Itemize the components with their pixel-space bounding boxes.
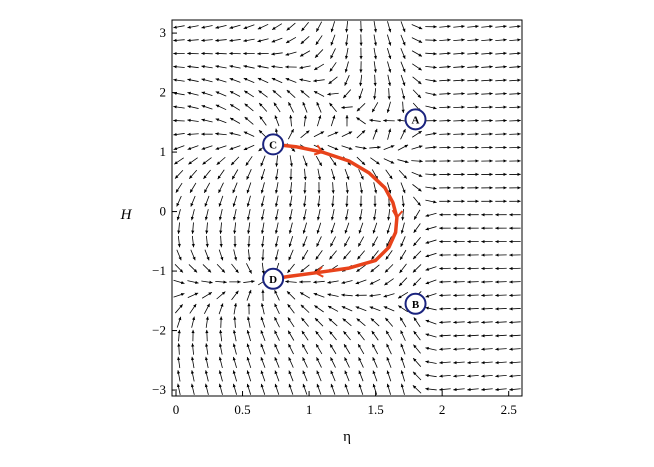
x-tick-label: 0 (173, 402, 180, 417)
x-tick-label: 1 (306, 402, 313, 417)
critical-point-b: B (406, 294, 426, 314)
critical-point-label: B (412, 299, 420, 311)
critical-point-label: A (412, 114, 420, 126)
x-axis-label: η (343, 429, 351, 445)
y-tick-label: 0 (160, 204, 167, 219)
y-tick-label: −2 (152, 323, 166, 338)
y-tick-label: −3 (152, 382, 166, 397)
critical-point-c: C (263, 134, 283, 154)
x-tick-label: 2 (439, 402, 446, 417)
y-tick-label: −1 (152, 263, 166, 278)
critical-point-a: A (406, 109, 426, 129)
critical-point-d: D (263, 269, 283, 289)
x-tick-label: 0.5 (234, 402, 250, 417)
x-tick-label: 1.5 (367, 402, 383, 417)
y-tick-label: 3 (160, 25, 167, 40)
critical-point-label: D (269, 274, 277, 286)
y-axis-label: H (120, 207, 133, 223)
y-tick-label: 1 (160, 144, 167, 159)
y-tick-label: 2 (160, 85, 167, 100)
x-tick-label: 2.5 (501, 402, 517, 417)
critical-point-label: C (269, 139, 277, 151)
plot-frame (172, 20, 522, 396)
